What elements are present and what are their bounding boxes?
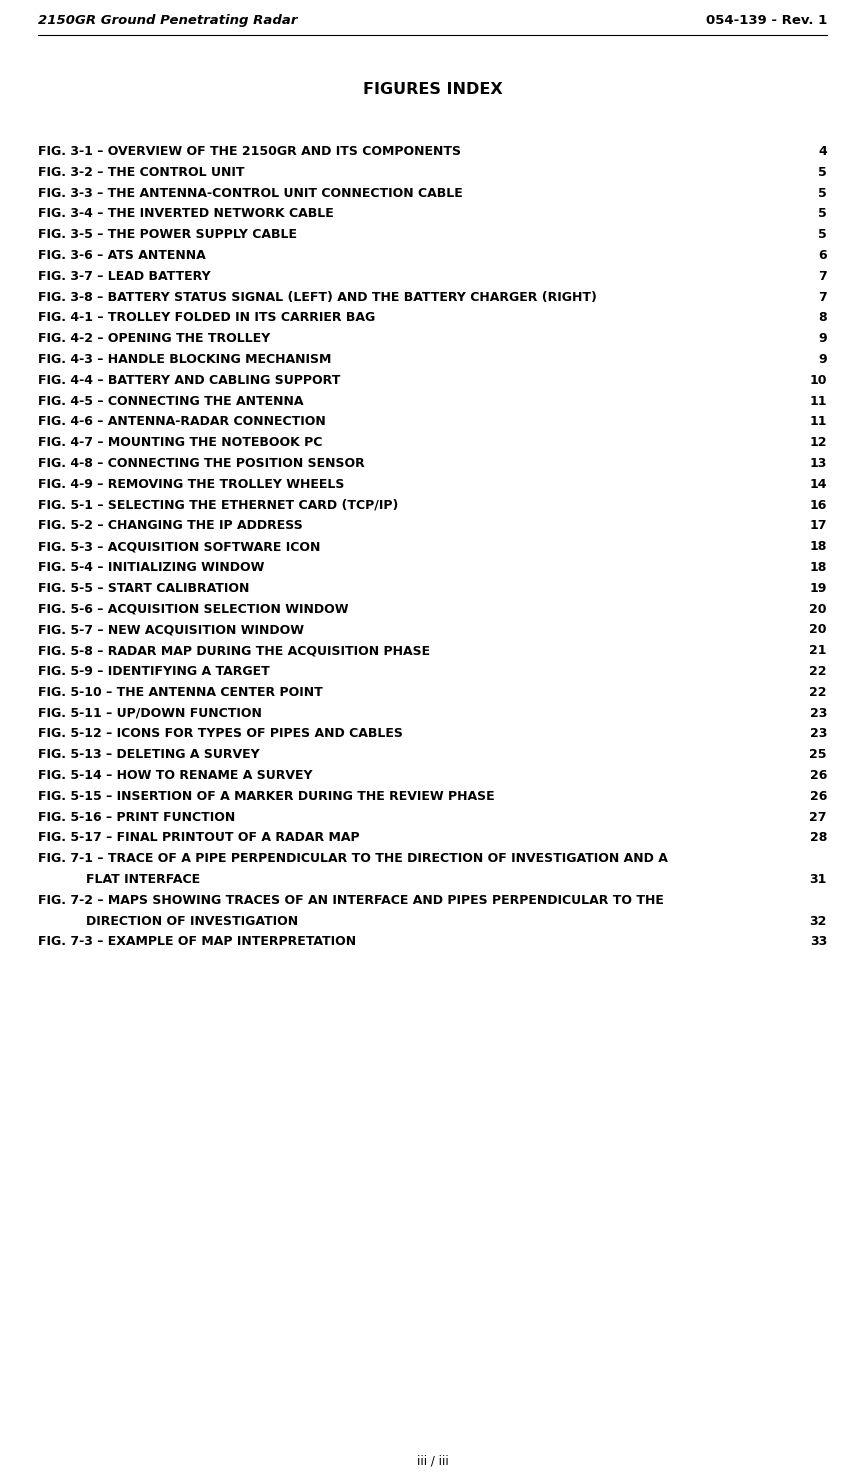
Text: FIG. 7-1 – TRACE OF A PIPE PERPENDICULAR TO THE DIRECTION OF INVESTIGATION AND A: FIG. 7-1 – TRACE OF A PIPE PERPENDICULAR…: [38, 852, 668, 865]
Text: 26: 26: [810, 769, 827, 782]
Text: FIG. 3-3 – THE ANTENNA-CONTROL UNIT CONNECTION CABLE: FIG. 3-3 – THE ANTENNA-CONTROL UNIT CONN…: [38, 186, 463, 200]
Text: FIGURES INDEX: FIGURES INDEX: [362, 81, 503, 98]
Text: 21: 21: [810, 645, 827, 657]
Text: 11: 11: [810, 416, 827, 429]
Text: FIG. 4-7 – MOUNTING THE NOTEBOOK PC: FIG. 4-7 – MOUNTING THE NOTEBOOK PC: [38, 436, 323, 450]
Text: FIG. 3-4 – THE INVERTED NETWORK CABLE: FIG. 3-4 – THE INVERTED NETWORK CABLE: [38, 207, 334, 220]
Text: 6: 6: [818, 248, 827, 262]
Text: FLAT INTERFACE: FLAT INTERFACE: [86, 873, 200, 886]
Text: 31: 31: [810, 873, 827, 886]
Text: 20: 20: [810, 602, 827, 615]
Text: 20: 20: [810, 624, 827, 636]
Text: FIG. 5-11 – UP/DOWN FUNCTION: FIG. 5-11 – UP/DOWN FUNCTION: [38, 707, 262, 720]
Text: 14: 14: [810, 478, 827, 491]
Text: FIG. 5-2 – CHANGING THE IP ADDRESS: FIG. 5-2 – CHANGING THE IP ADDRESS: [38, 519, 303, 532]
Text: 28: 28: [810, 831, 827, 845]
Text: 25: 25: [810, 748, 827, 762]
Text: 7: 7: [818, 269, 827, 282]
Text: FIG. 5-13 – DELETING A SURVEY: FIG. 5-13 – DELETING A SURVEY: [38, 748, 260, 762]
Text: FIG. 4-3 – HANDLE BLOCKING MECHANISM: FIG. 4-3 – HANDLE BLOCKING MECHANISM: [38, 353, 331, 365]
Text: iii / iii: iii / iii: [417, 1455, 448, 1469]
Text: 18: 18: [810, 561, 827, 574]
Text: 5: 5: [818, 186, 827, 200]
Text: FIG. 4-2 – OPENING THE TROLLEY: FIG. 4-2 – OPENING THE TROLLEY: [38, 333, 270, 345]
Text: 22: 22: [810, 666, 827, 677]
Text: FIG. 4-6 – ANTENNA-RADAR CONNECTION: FIG. 4-6 – ANTENNA-RADAR CONNECTION: [38, 416, 326, 429]
Text: 2150GR Ground Penetrating Radar: 2150GR Ground Penetrating Radar: [38, 13, 298, 27]
Text: 8: 8: [818, 312, 827, 324]
Text: FIG. 5-7 – NEW ACQUISITION WINDOW: FIG. 5-7 – NEW ACQUISITION WINDOW: [38, 624, 304, 636]
Text: 23: 23: [810, 707, 827, 720]
Text: 054-139 - Rev. 1: 054-139 - Rev. 1: [706, 13, 827, 27]
Text: FIG. 5-12 – ICONS FOR TYPES OF PIPES AND CABLES: FIG. 5-12 – ICONS FOR TYPES OF PIPES AND…: [38, 728, 403, 741]
Text: FIG. 5-6 – ACQUISITION SELECTION WINDOW: FIG. 5-6 – ACQUISITION SELECTION WINDOW: [38, 602, 349, 615]
Text: 11: 11: [810, 395, 827, 408]
Text: FIG. 4-1 – TROLLEY FOLDED IN ITS CARRIER BAG: FIG. 4-1 – TROLLEY FOLDED IN ITS CARRIER…: [38, 312, 375, 324]
Text: 13: 13: [810, 457, 827, 470]
Text: FIG. 3-7 – LEAD BATTERY: FIG. 3-7 – LEAD BATTERY: [38, 269, 210, 282]
Text: FIG. 5-9 – IDENTIFYING A TARGET: FIG. 5-9 – IDENTIFYING A TARGET: [38, 666, 270, 677]
Text: FIG. 4-8 – CONNECTING THE POSITION SENSOR: FIG. 4-8 – CONNECTING THE POSITION SENSO…: [38, 457, 365, 470]
Text: FIG. 3-2 – THE CONTROL UNIT: FIG. 3-2 – THE CONTROL UNIT: [38, 166, 245, 179]
Text: 5: 5: [818, 228, 827, 241]
Text: FIG. 7-3 – EXAMPLE OF MAP INTERPRETATION: FIG. 7-3 – EXAMPLE OF MAP INTERPRETATION: [38, 935, 356, 948]
Text: FIG. 4-5 – CONNECTING THE ANTENNA: FIG. 4-5 – CONNECTING THE ANTENNA: [38, 395, 304, 408]
Text: 16: 16: [810, 498, 827, 512]
Text: FIG. 5-8 – RADAR MAP DURING THE ACQUISITION PHASE: FIG. 5-8 – RADAR MAP DURING THE ACQUISIT…: [38, 645, 430, 657]
Text: 22: 22: [810, 686, 827, 698]
Text: 32: 32: [810, 914, 827, 927]
Text: 9: 9: [818, 353, 827, 365]
Text: FIG. 3-1 – OVERVIEW OF THE 2150GR AND ITS COMPONENTS: FIG. 3-1 – OVERVIEW OF THE 2150GR AND IT…: [38, 145, 461, 158]
Text: 18: 18: [810, 540, 827, 553]
Text: 23: 23: [810, 728, 827, 741]
Text: DIRECTION OF INVESTIGATION: DIRECTION OF INVESTIGATION: [86, 914, 298, 927]
Text: 12: 12: [810, 436, 827, 450]
Text: FIG. 5-1 – SELECTING THE ETHERNET CARD (TCP/IP): FIG. 5-1 – SELECTING THE ETHERNET CARD (…: [38, 498, 399, 512]
Text: FIG. 5-10 – THE ANTENNA CENTER POINT: FIG. 5-10 – THE ANTENNA CENTER POINT: [38, 686, 323, 698]
Text: FIG. 3-5 – THE POWER SUPPLY CABLE: FIG. 3-5 – THE POWER SUPPLY CABLE: [38, 228, 297, 241]
Text: FIG. 5-5 – START CALIBRATION: FIG. 5-5 – START CALIBRATION: [38, 581, 249, 595]
Text: FIG. 5-4 – INITIALIZING WINDOW: FIG. 5-4 – INITIALIZING WINDOW: [38, 561, 265, 574]
Text: FIG. 5-16 – PRINT FUNCTION: FIG. 5-16 – PRINT FUNCTION: [38, 810, 235, 824]
Text: FIG. 4-9 – REMOVING THE TROLLEY WHEELS: FIG. 4-9 – REMOVING THE TROLLEY WHEELS: [38, 478, 344, 491]
Text: 26: 26: [810, 790, 827, 803]
Text: FIG. 5-17 – FINAL PRINTOUT OF A RADAR MAP: FIG. 5-17 – FINAL PRINTOUT OF A RADAR MA…: [38, 831, 360, 845]
Text: FIG. 3-6 – ATS ANTENNA: FIG. 3-6 – ATS ANTENNA: [38, 248, 206, 262]
Text: 10: 10: [810, 374, 827, 387]
Text: 5: 5: [818, 166, 827, 179]
Text: 33: 33: [810, 935, 827, 948]
Text: 19: 19: [810, 581, 827, 595]
Text: 17: 17: [810, 519, 827, 532]
Text: FIG. 7-2 – MAPS SHOWING TRACES OF AN INTERFACE AND PIPES PERPENDICULAR TO THE: FIG. 7-2 – MAPS SHOWING TRACES OF AN INT…: [38, 893, 663, 907]
Text: 7: 7: [818, 290, 827, 303]
Text: 4: 4: [818, 145, 827, 158]
Text: 27: 27: [810, 810, 827, 824]
Text: 9: 9: [818, 333, 827, 345]
Text: FIG. 5-14 – HOW TO RENAME A SURVEY: FIG. 5-14 – HOW TO RENAME A SURVEY: [38, 769, 312, 782]
Text: 5: 5: [818, 207, 827, 220]
Text: FIG. 5-3 – ACQUISITION SOFTWARE ICON: FIG. 5-3 – ACQUISITION SOFTWARE ICON: [38, 540, 320, 553]
Text: FIG. 5-15 – INSERTION OF A MARKER DURING THE REVIEW PHASE: FIG. 5-15 – INSERTION OF A MARKER DURING…: [38, 790, 495, 803]
Text: FIG. 4-4 – BATTERY AND CABLING SUPPORT: FIG. 4-4 – BATTERY AND CABLING SUPPORT: [38, 374, 340, 387]
Text: FIG. 3-8 – BATTERY STATUS SIGNAL (LEFT) AND THE BATTERY CHARGER (RIGHT): FIG. 3-8 – BATTERY STATUS SIGNAL (LEFT) …: [38, 290, 597, 303]
